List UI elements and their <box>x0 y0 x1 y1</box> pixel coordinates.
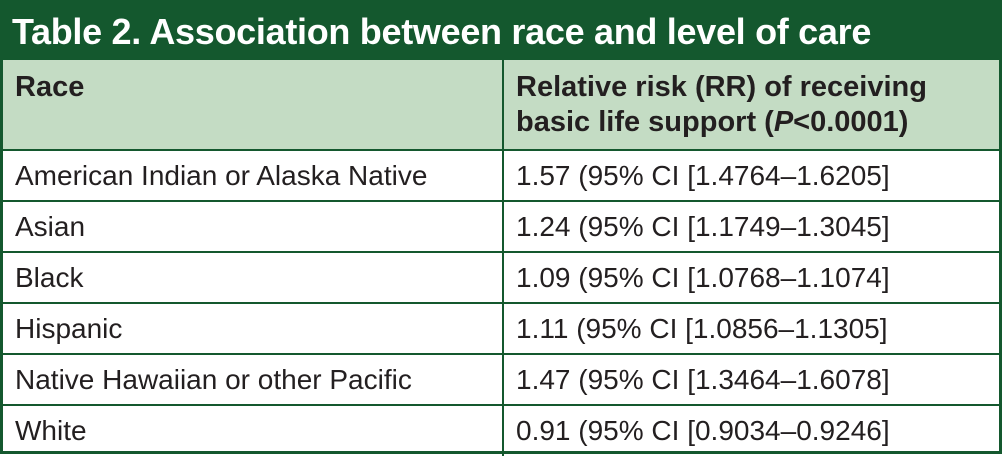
table-row: Black 1.09 (95% CI [1.0768–1.1074] <box>3 251 999 304</box>
table-row: Native Hawaiian or other Pacific 1.47 (9… <box>3 353 999 406</box>
race-cell: American Indian or Alaska Native <box>3 149 504 202</box>
header-rr-p-symbol: P <box>773 106 794 138</box>
header-race: Race <box>3 60 504 151</box>
race-cell: Black <box>3 251 504 304</box>
header-rr-line2-suffix: <0.0001) <box>793 106 909 138</box>
rr-cell: 1.57 (95% CI [1.4764–1.6205] <box>502 149 999 202</box>
rr-cell: 0.91 (95% CI [0.9034–0.9246] <box>502 404 999 456</box>
race-cell: Asian <box>3 200 504 253</box>
table-row: Asian 1.24 (95% CI [1.1749–1.3045] <box>3 200 999 253</box>
table-row: American Indian or Alaska Native 1.57 (9… <box>3 149 999 202</box>
race-cell: White <box>3 404 504 456</box>
table-row: Hispanic 1.11 (95% CI [1.0856–1.1305] <box>3 302 999 355</box>
header-rr-line2-prefix: basic life support ( <box>516 106 774 138</box>
rr-cell: 1.47 (95% CI [1.3464–1.6078] <box>502 353 999 406</box>
table-row: White 0.91 (95% CI [0.9034–0.9246] <box>3 404 999 456</box>
rr-cell: 1.24 (95% CI [1.1749–1.3045] <box>502 200 999 253</box>
race-cell: Hispanic <box>3 302 504 355</box>
race-cell: Native Hawaiian or other Pacific <box>3 353 504 406</box>
header-relative-risk: Relative risk (RR) of receiving basic li… <box>502 60 999 151</box>
rr-cell: 1.09 (95% CI [1.0768–1.1074] <box>502 251 999 304</box>
table-title: Table 2. Association between race and le… <box>3 3 999 60</box>
data-table: Race Relative risk (RR) of receiving bas… <box>3 60 999 456</box>
header-rr-line1: Relative risk (RR) of receiving <box>516 71 927 103</box>
rr-cell: 1.11 (95% CI [1.0856–1.1305] <box>502 302 999 355</box>
header-row: Race Relative risk (RR) of receiving bas… <box>3 60 999 151</box>
